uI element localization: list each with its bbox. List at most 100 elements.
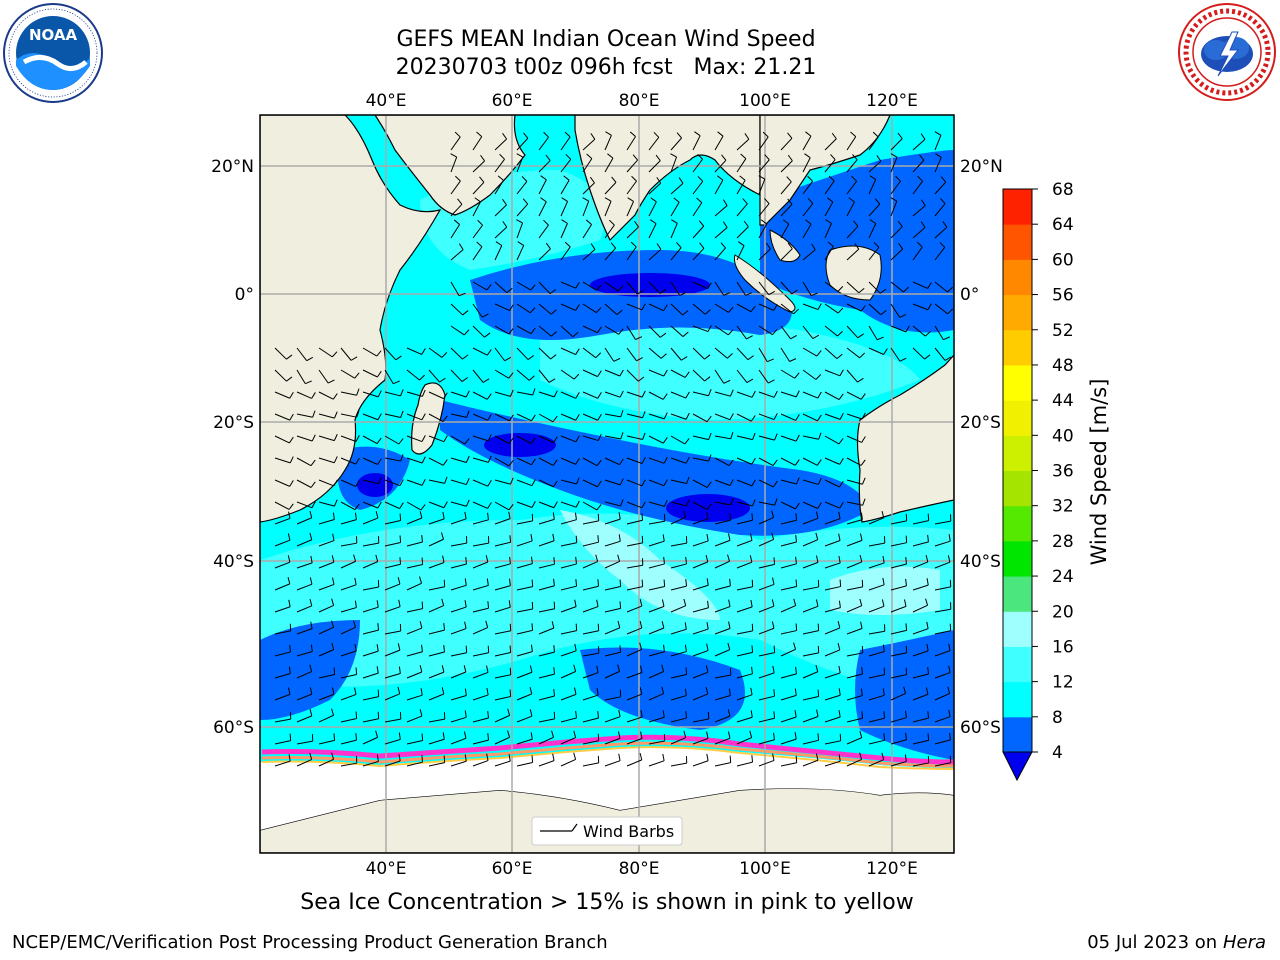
wind-speed-under-4-a [484, 433, 556, 457]
sea-ice-edge-orange [261, 741, 954, 768]
wind-barb-flag [949, 732, 951, 740]
wind-barb [736, 561, 753, 569]
wind-barb [758, 501, 775, 506]
wind-barb-flag [288, 599, 291, 607]
wind-barb [692, 693, 708, 701]
wind-barb-flag [706, 622, 709, 630]
wind-barb [648, 281, 661, 294]
wind-barb [604, 182, 617, 195]
wind-barb [516, 435, 532, 445]
wind-barb [516, 203, 529, 217]
wind-barb-flag [745, 292, 753, 296]
wind-barb [318, 501, 335, 507]
wind-barb [472, 325, 485, 338]
wind-barb-flag [509, 645, 512, 653]
wind-barb-flag [683, 510, 687, 518]
wind-barb [890, 520, 907, 525]
wind-barb-flag [552, 533, 555, 541]
wind-barb-flag [575, 556, 577, 565]
wind-barb-flag [443, 435, 448, 442]
sea-ice-caption: Sea Ice Concentration > 15% is shown in … [300, 890, 914, 915]
wind-barb [890, 563, 907, 569]
wind-barb [890, 542, 907, 547]
wind-barb-flag [882, 688, 885, 696]
colorbar-tick-label: 24 [1052, 567, 1074, 587]
colorbar-segment [1003, 189, 1032, 225]
wind-barb-flag [639, 642, 643, 650]
wind-barb-flag [419, 511, 423, 519]
wind-barb-flag [676, 242, 682, 248]
wind-barb-flag [728, 459, 734, 466]
wind-barb [318, 479, 335, 487]
wind-barb-flag [927, 666, 929, 675]
wind-barb [582, 249, 596, 261]
wind-barb [604, 560, 620, 569]
wind-barb [406, 627, 423, 635]
wind-barb [626, 246, 637, 261]
wind-barb-flag [705, 665, 709, 673]
wind-barb-flag [686, 476, 690, 484]
wind-barb-flag [311, 434, 316, 442]
wind-barb-flag [653, 131, 660, 138]
wind-barb [846, 561, 863, 569]
wind-barb [626, 738, 643, 745]
wind-barb-flag [286, 354, 293, 360]
wind-barb [670, 303, 683, 316]
wind-barb-flag [629, 131, 636, 137]
lon-tick-bottom: 100°E [739, 859, 791, 879]
wind-barb [494, 435, 510, 444]
wind-barb-flag [772, 665, 775, 673]
wind-barb [692, 628, 709, 635]
wind-barb [428, 413, 444, 423]
wind-barb-flag [873, 241, 880, 248]
wind-barb-flag [620, 410, 624, 418]
wind-barb [296, 347, 308, 362]
wind-barb-flag [310, 644, 313, 652]
wind-barb [538, 160, 551, 173]
wind-barb [450, 584, 467, 591]
wind-barb-flag [573, 752, 577, 760]
wind-barb [604, 135, 612, 151]
wind-barb-flag [509, 477, 514, 485]
wind-barb [560, 179, 570, 195]
wind-barb-flag [487, 434, 492, 442]
wind-barb [582, 630, 599, 635]
wind-barb-flag [508, 504, 514, 511]
wind-barb-flag [706, 731, 709, 739]
wind-barb [648, 137, 660, 151]
wind-barb-flag [837, 307, 844, 314]
wind-barb [494, 518, 511, 525]
wind-barb-flag [480, 154, 485, 162]
wind-barb [846, 758, 862, 767]
wind-barb [604, 413, 621, 418]
map-legend: Wind Barbs [531, 816, 683, 846]
wind-barb [274, 539, 291, 547]
colorbar-tick-label: 48 [1052, 356, 1074, 376]
wind-barb [560, 223, 568, 239]
wind-barb-flag [905, 325, 910, 333]
wind-barb [912, 628, 929, 635]
wind-barb [538, 325, 552, 337]
wind-barb-flag [497, 175, 504, 181]
wind-barb [736, 586, 753, 591]
wind-barb-flag [683, 598, 687, 606]
wind-barb-flag [698, 220, 705, 227]
wind-barb [582, 694, 599, 701]
wind-barb-flag [750, 305, 756, 312]
wind-barb-flag [572, 331, 579, 338]
wind-barb [604, 479, 621, 486]
wind-barb [516, 520, 533, 525]
wind-barb-flag [421, 557, 424, 565]
wind-barb-flag [454, 131, 461, 138]
wind-barb-flag [882, 555, 885, 564]
wind-barb-flag [773, 480, 778, 488]
wind-barb [780, 586, 797, 591]
wind-barb-flag [504, 356, 512, 362]
wind-barb [516, 715, 533, 723]
wind-barb-flag [462, 310, 469, 316]
wind-barb [692, 457, 709, 462]
wind-barb [560, 671, 576, 679]
wind-barb-flag [850, 131, 857, 137]
wind-barb-flag [289, 413, 294, 421]
wind-barb-flag [442, 732, 445, 740]
